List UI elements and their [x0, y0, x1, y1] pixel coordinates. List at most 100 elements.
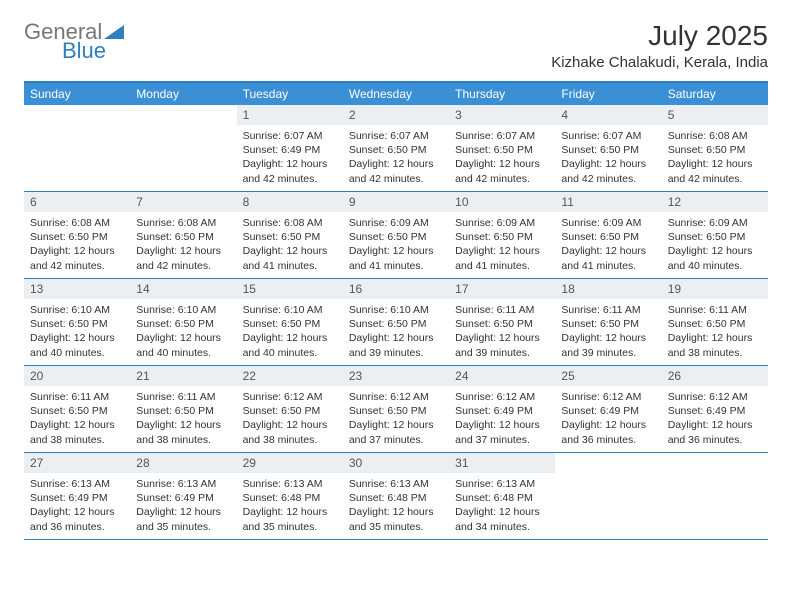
day-cell: 11Sunrise: 6:09 AMSunset: 6:50 PMDayligh…: [555, 192, 661, 278]
weekday-header: Friday: [555, 83, 661, 105]
day-details: Sunrise: 6:08 AMSunset: 6:50 PMDaylight:…: [130, 212, 236, 277]
day-number: 19: [662, 279, 768, 299]
day-details: Sunrise: 6:13 AMSunset: 6:48 PMDaylight:…: [343, 473, 449, 538]
day-cell: 25Sunrise: 6:12 AMSunset: 6:49 PMDayligh…: [555, 366, 661, 452]
day-details: Sunrise: 6:11 AMSunset: 6:50 PMDaylight:…: [449, 299, 555, 364]
day-details: Sunrise: 6:12 AMSunset: 6:50 PMDaylight:…: [237, 386, 343, 451]
header: GeneralBlue July 2025 Kizhake Chalakudi,…: [24, 20, 768, 71]
day-cell: 28Sunrise: 6:13 AMSunset: 6:49 PMDayligh…: [130, 453, 236, 539]
day-number: 4: [555, 105, 661, 125]
weekday-header: Sunday: [24, 83, 130, 105]
empty-cell: [555, 453, 661, 539]
day-number: 12: [662, 192, 768, 212]
day-number: 25: [555, 366, 661, 386]
day-number: 21: [130, 366, 236, 386]
day-cell: 27Sunrise: 6:13 AMSunset: 6:49 PMDayligh…: [24, 453, 130, 539]
day-number: 18: [555, 279, 661, 299]
day-details: Sunrise: 6:09 AMSunset: 6:50 PMDaylight:…: [343, 212, 449, 277]
weekday-header: Thursday: [449, 83, 555, 105]
day-number: 17: [449, 279, 555, 299]
day-cell: 7Sunrise: 6:08 AMSunset: 6:50 PMDaylight…: [130, 192, 236, 278]
day-number: 7: [130, 192, 236, 212]
day-cell: 19Sunrise: 6:11 AMSunset: 6:50 PMDayligh…: [662, 279, 768, 365]
day-cell: 12Sunrise: 6:09 AMSunset: 6:50 PMDayligh…: [662, 192, 768, 278]
day-cell: 29Sunrise: 6:13 AMSunset: 6:48 PMDayligh…: [237, 453, 343, 539]
day-number: 14: [130, 279, 236, 299]
empty-cell: [130, 105, 236, 191]
day-number: 24: [449, 366, 555, 386]
week-row: 20Sunrise: 6:11 AMSunset: 6:50 PMDayligh…: [24, 366, 768, 453]
day-number: 11: [555, 192, 661, 212]
day-number: 30: [343, 453, 449, 473]
day-number: 27: [24, 453, 130, 473]
day-details: Sunrise: 6:07 AMSunset: 6:49 PMDaylight:…: [237, 125, 343, 190]
day-details: Sunrise: 6:09 AMSunset: 6:50 PMDaylight:…: [449, 212, 555, 277]
day-cell: 18Sunrise: 6:11 AMSunset: 6:50 PMDayligh…: [555, 279, 661, 365]
day-cell: 9Sunrise: 6:09 AMSunset: 6:50 PMDaylight…: [343, 192, 449, 278]
day-cell: 17Sunrise: 6:11 AMSunset: 6:50 PMDayligh…: [449, 279, 555, 365]
day-details: Sunrise: 6:12 AMSunset: 6:49 PMDaylight:…: [449, 386, 555, 451]
day-cell: 5Sunrise: 6:08 AMSunset: 6:50 PMDaylight…: [662, 105, 768, 191]
day-number: 28: [130, 453, 236, 473]
day-number: 5: [662, 105, 768, 125]
day-number: 13: [24, 279, 130, 299]
week-row: 27Sunrise: 6:13 AMSunset: 6:49 PMDayligh…: [24, 453, 768, 540]
day-details: Sunrise: 6:12 AMSunset: 6:49 PMDaylight:…: [662, 386, 768, 451]
day-cell: 4Sunrise: 6:07 AMSunset: 6:50 PMDaylight…: [555, 105, 661, 191]
day-details: Sunrise: 6:07 AMSunset: 6:50 PMDaylight:…: [343, 125, 449, 190]
logo-triangle-icon: [104, 22, 124, 45]
day-cell: 16Sunrise: 6:10 AMSunset: 6:50 PMDayligh…: [343, 279, 449, 365]
logo-text-blue: Blue: [62, 38, 106, 63]
month-title: July 2025: [551, 20, 768, 52]
weekday-header: Monday: [130, 83, 236, 105]
day-number: 6: [24, 192, 130, 212]
day-details: Sunrise: 6:13 AMSunset: 6:49 PMDaylight:…: [24, 473, 130, 538]
day-number: 20: [24, 366, 130, 386]
weekday-header-row: SundayMondayTuesdayWednesdayThursdayFrid…: [24, 83, 768, 105]
day-cell: 6Sunrise: 6:08 AMSunset: 6:50 PMDaylight…: [24, 192, 130, 278]
calendar: SundayMondayTuesdayWednesdayThursdayFrid…: [24, 81, 768, 540]
day-details: Sunrise: 6:10 AMSunset: 6:50 PMDaylight:…: [237, 299, 343, 364]
day-details: Sunrise: 6:11 AMSunset: 6:50 PMDaylight:…: [24, 386, 130, 451]
day-details: Sunrise: 6:10 AMSunset: 6:50 PMDaylight:…: [343, 299, 449, 364]
day-cell: 21Sunrise: 6:11 AMSunset: 6:50 PMDayligh…: [130, 366, 236, 452]
day-cell: 10Sunrise: 6:09 AMSunset: 6:50 PMDayligh…: [449, 192, 555, 278]
day-cell: 1Sunrise: 6:07 AMSunset: 6:49 PMDaylight…: [237, 105, 343, 191]
day-cell: 31Sunrise: 6:13 AMSunset: 6:48 PMDayligh…: [449, 453, 555, 539]
day-cell: 14Sunrise: 6:10 AMSunset: 6:50 PMDayligh…: [130, 279, 236, 365]
day-details: Sunrise: 6:10 AMSunset: 6:50 PMDaylight:…: [130, 299, 236, 364]
week-row: 1Sunrise: 6:07 AMSunset: 6:49 PMDaylight…: [24, 105, 768, 192]
day-number: 26: [662, 366, 768, 386]
weekday-header: Saturday: [662, 83, 768, 105]
day-number: 2: [343, 105, 449, 125]
day-number: 16: [343, 279, 449, 299]
day-number: 23: [343, 366, 449, 386]
day-details: Sunrise: 6:08 AMSunset: 6:50 PMDaylight:…: [662, 125, 768, 190]
day-cell: 20Sunrise: 6:11 AMSunset: 6:50 PMDayligh…: [24, 366, 130, 452]
day-details: Sunrise: 6:12 AMSunset: 6:50 PMDaylight:…: [343, 386, 449, 451]
day-details: Sunrise: 6:09 AMSunset: 6:50 PMDaylight:…: [662, 212, 768, 277]
week-row: 13Sunrise: 6:10 AMSunset: 6:50 PMDayligh…: [24, 279, 768, 366]
weekday-header: Wednesday: [343, 83, 449, 105]
day-details: Sunrise: 6:07 AMSunset: 6:50 PMDaylight:…: [449, 125, 555, 190]
day-details: Sunrise: 6:11 AMSunset: 6:50 PMDaylight:…: [662, 299, 768, 364]
day-cell: 26Sunrise: 6:12 AMSunset: 6:49 PMDayligh…: [662, 366, 768, 452]
day-cell: 15Sunrise: 6:10 AMSunset: 6:50 PMDayligh…: [237, 279, 343, 365]
day-details: Sunrise: 6:07 AMSunset: 6:50 PMDaylight:…: [555, 125, 661, 190]
logo: GeneralBlue: [24, 20, 124, 66]
day-details: Sunrise: 6:09 AMSunset: 6:50 PMDaylight:…: [555, 212, 661, 277]
title-block: July 2025 Kizhake Chalakudi, Kerala, Ind…: [551, 20, 768, 71]
weeks-container: 1Sunrise: 6:07 AMSunset: 6:49 PMDaylight…: [24, 105, 768, 540]
day-number: 8: [237, 192, 343, 212]
day-cell: 24Sunrise: 6:12 AMSunset: 6:49 PMDayligh…: [449, 366, 555, 452]
day-number: 1: [237, 105, 343, 125]
day-cell: 2Sunrise: 6:07 AMSunset: 6:50 PMDaylight…: [343, 105, 449, 191]
day-cell: 3Sunrise: 6:07 AMSunset: 6:50 PMDaylight…: [449, 105, 555, 191]
empty-cell: [662, 453, 768, 539]
day-cell: 23Sunrise: 6:12 AMSunset: 6:50 PMDayligh…: [343, 366, 449, 452]
day-cell: 13Sunrise: 6:10 AMSunset: 6:50 PMDayligh…: [24, 279, 130, 365]
day-details: Sunrise: 6:12 AMSunset: 6:49 PMDaylight:…: [555, 386, 661, 451]
weekday-header: Tuesday: [237, 83, 343, 105]
day-number: 3: [449, 105, 555, 125]
day-details: Sunrise: 6:11 AMSunset: 6:50 PMDaylight:…: [130, 386, 236, 451]
